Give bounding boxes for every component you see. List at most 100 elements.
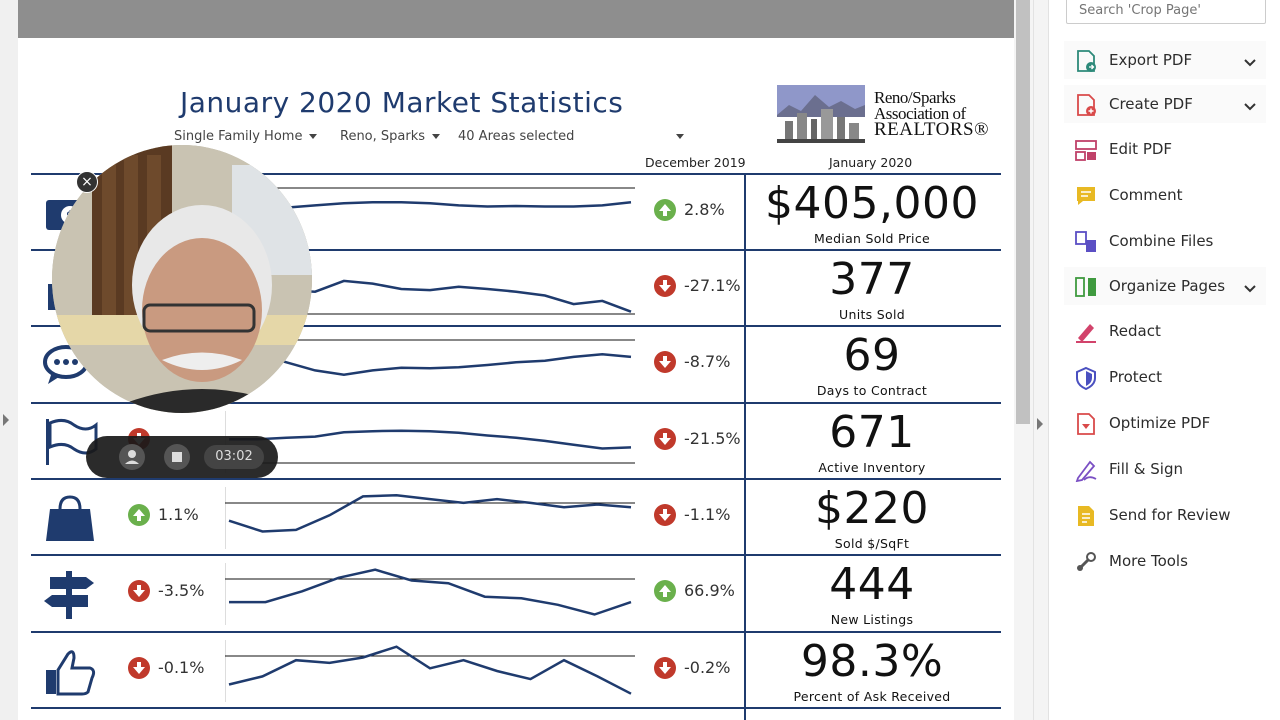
more-tools-icon bbox=[1074, 550, 1098, 574]
right-pane-toggle[interactable] bbox=[1037, 418, 1043, 430]
tool-label: Fill & Sign bbox=[1109, 460, 1183, 478]
close-icon[interactable]: × bbox=[76, 171, 98, 193]
thumbs-up-icon bbox=[42, 646, 98, 696]
stat-row: -3.5% 66.9% 444 New Listings bbox=[18, 555, 1014, 631]
tool-label: Combine Files bbox=[1109, 232, 1214, 250]
sparkline bbox=[225, 411, 635, 473]
stat-label: Days to Contract bbox=[816, 383, 928, 398]
chevron-down-icon bbox=[309, 134, 318, 139]
sparkline bbox=[225, 563, 635, 625]
stat-value: 98.3% bbox=[800, 636, 944, 687]
stop-recording-button[interactable] bbox=[164, 444, 190, 470]
export-pdf-icon bbox=[1074, 49, 1098, 73]
sparkline bbox=[225, 182, 635, 244]
chevron-down-icon[interactable] bbox=[1244, 98, 1256, 111]
row-divider bbox=[31, 478, 1001, 480]
sparkline-path bbox=[228, 200, 632, 217]
shopping-bag-icon bbox=[42, 493, 98, 543]
filter-property-type[interactable]: Single Family Home bbox=[174, 129, 318, 144]
filter-label: 40 Areas selected bbox=[458, 129, 575, 144]
mom-change: 66.9% bbox=[684, 581, 735, 600]
tool-label: Export PDF bbox=[1109, 51, 1193, 69]
filter-areas[interactable]: 40 Areas selected bbox=[458, 129, 685, 144]
mom-change: -0.2% bbox=[684, 658, 731, 677]
stat-value: $405,000 bbox=[765, 178, 979, 229]
tool-fill-sign[interactable]: Fill & Sign bbox=[1064, 450, 1266, 488]
send-review-icon bbox=[1074, 504, 1098, 528]
tool-label: Organize Pages bbox=[1109, 277, 1226, 295]
arrow-up-icon bbox=[654, 580, 676, 602]
arrow-down-icon bbox=[654, 657, 676, 679]
sparkline-path bbox=[228, 494, 632, 533]
yoy-change: 1.1% bbox=[158, 505, 199, 524]
filter-label: Reno, Sparks bbox=[340, 129, 426, 144]
tools-pane: Export PDF Create PDF Edit PDF Comment Combi… bbox=[1050, 0, 1280, 720]
previous-page-edge bbox=[18, 0, 1014, 38]
filter-label: Single Family Home bbox=[174, 129, 303, 144]
yoy-change: -3.5% bbox=[158, 581, 205, 600]
tool-create-pdf[interactable]: Create PDF bbox=[1064, 85, 1266, 123]
tool-label: Create PDF bbox=[1109, 95, 1193, 113]
tool-comment[interactable]: Comment bbox=[1064, 176, 1266, 214]
sparkline-axis bbox=[225, 640, 226, 702]
mom-change: 2.8% bbox=[684, 200, 725, 219]
tool-combine-files[interactable]: Combine Files bbox=[1064, 222, 1266, 260]
tool-redact[interactable]: Redact bbox=[1064, 312, 1266, 350]
scrollbar-thumb[interactable] bbox=[1016, 0, 1030, 424]
tools-search-input[interactable] bbox=[1066, 0, 1266, 24]
row-divider bbox=[31, 554, 1001, 556]
arrow-up-icon bbox=[654, 199, 676, 221]
row-divider bbox=[31, 631, 1001, 633]
sparkline-path bbox=[228, 347, 632, 376]
tool-optimize-pdf[interactable]: Optimize PDF bbox=[1064, 404, 1266, 442]
column-header-current: January 2020 bbox=[829, 155, 913, 170]
stat-label: New Listings bbox=[830, 612, 914, 627]
signpost-icon bbox=[42, 569, 98, 619]
tool-more-tools[interactable]: More Tools bbox=[1064, 542, 1266, 580]
left-panel-toggle[interactable] bbox=[3, 414, 9, 426]
sparkline-axis bbox=[225, 563, 226, 625]
tool-send-for-review[interactable]: Send for Review bbox=[1064, 496, 1266, 534]
mom-change: -21.5% bbox=[684, 429, 741, 448]
pane-splitter[interactable] bbox=[1033, 0, 1049, 720]
tool-export-pdf[interactable]: Export PDF bbox=[1064, 41, 1266, 79]
create-pdf-icon bbox=[1074, 93, 1098, 117]
tool-protect[interactable]: Protect bbox=[1064, 358, 1266, 396]
stat-value: 671 bbox=[829, 407, 915, 458]
stat-label: Median Sold Price bbox=[814, 231, 930, 246]
tool-label: Protect bbox=[1109, 368, 1163, 386]
row-divider bbox=[31, 707, 1001, 709]
tool-edit-pdf[interactable]: Edit PDF bbox=[1064, 130, 1266, 168]
yoy-change: -0.1% bbox=[158, 658, 205, 677]
user-icon[interactable] bbox=[119, 444, 145, 470]
document-viewer[interactable]: January 2020 Market Statistics Single Fa… bbox=[0, 0, 1033, 720]
report-title: January 2020 Market Statistics bbox=[180, 86, 624, 119]
logo-line1: Reno/Sparks bbox=[874, 88, 956, 107]
arrow-down-icon bbox=[654, 275, 676, 297]
chevron-down-icon[interactable] bbox=[1244, 280, 1256, 293]
recording-timer: 03:02 bbox=[204, 445, 264, 469]
stat-label: Active Inventory bbox=[818, 460, 926, 475]
stat-row: 1.1% -1.1% $220 Sold $/SqFt bbox=[18, 479, 1014, 555]
column-header-previous: December 2019 bbox=[645, 155, 746, 170]
comment-icon bbox=[1074, 184, 1098, 208]
sparkline bbox=[225, 640, 635, 702]
column-divider bbox=[744, 174, 746, 720]
chevron-down-icon[interactable] bbox=[1244, 54, 1256, 67]
stat-label: Sold $/SqFt bbox=[834, 536, 910, 551]
sparkline-path bbox=[229, 568, 632, 616]
stat-label: Units Sold bbox=[839, 307, 905, 322]
edit-pdf-icon bbox=[1074, 138, 1098, 162]
arrow-down-icon bbox=[654, 351, 676, 373]
chevron-down-icon bbox=[676, 134, 685, 139]
row-divider bbox=[31, 325, 1001, 327]
sparkline bbox=[225, 487, 635, 549]
mom-change: -1.1% bbox=[684, 505, 731, 524]
filter-city[interactable]: Reno, Sparks bbox=[340, 129, 441, 144]
protect-icon bbox=[1074, 366, 1098, 391]
stat-value: $220 bbox=[815, 483, 929, 534]
tool-organize-pages[interactable]: Organize Pages bbox=[1064, 267, 1266, 305]
chevron-down-icon bbox=[432, 134, 441, 139]
row-divider bbox=[31, 173, 1001, 175]
stat-value: 69 bbox=[843, 330, 901, 381]
